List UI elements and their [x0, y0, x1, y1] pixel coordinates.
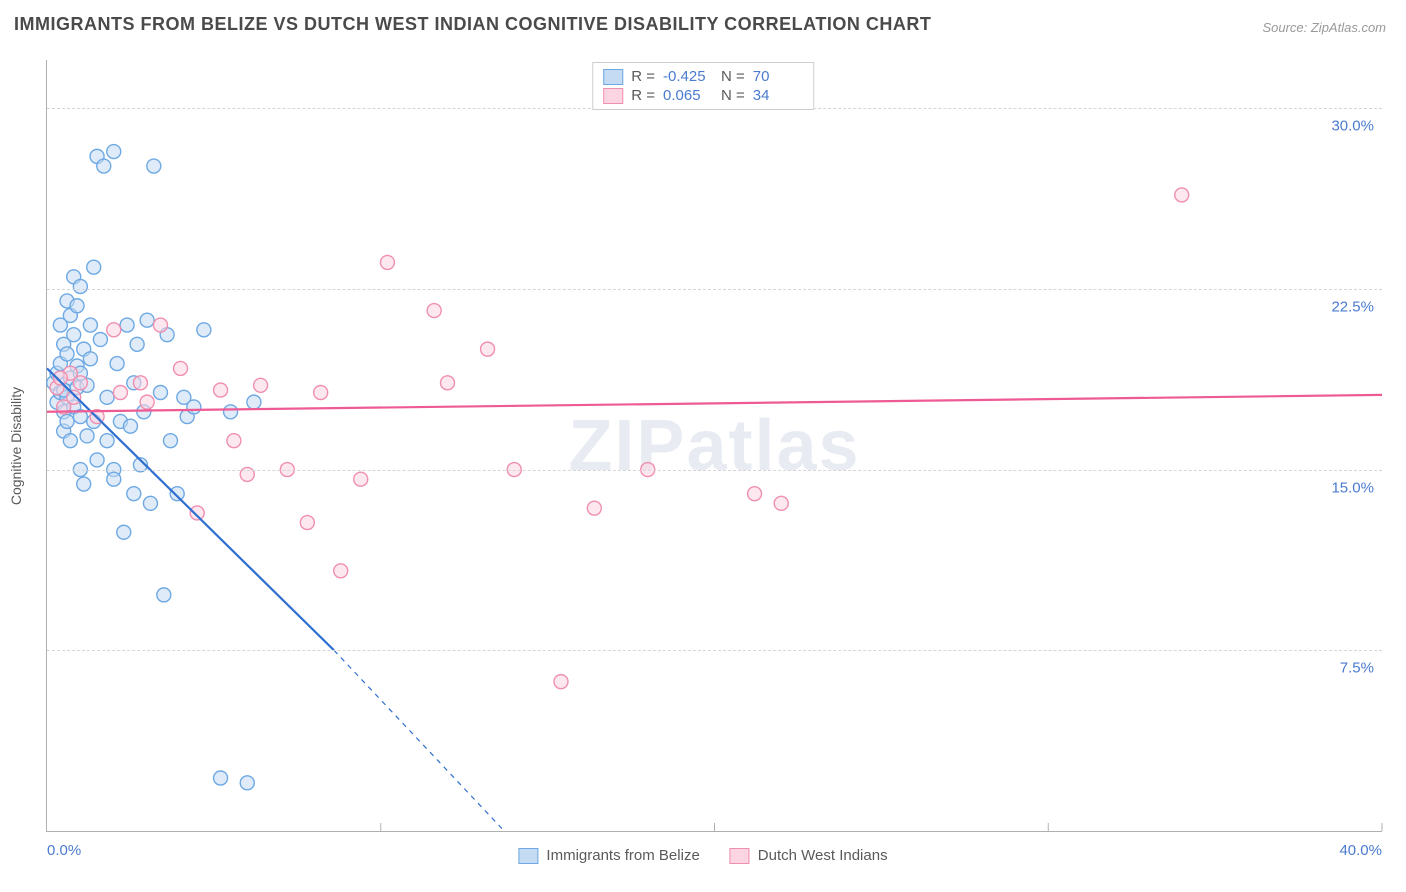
scatter-point [83, 318, 97, 332]
scatter-point [60, 347, 74, 361]
scatter-point [187, 400, 201, 414]
y-axis-label: Cognitive Disability [8, 387, 24, 505]
stats-row: R = 0.065 N = 34 [603, 86, 803, 105]
scatter-point [170, 487, 184, 501]
scatter-point [133, 376, 147, 390]
scatter-point [110, 357, 124, 371]
scatter-point [123, 419, 137, 433]
scatter-point [254, 378, 268, 392]
scatter-point [100, 390, 114, 404]
scatter-point [354, 472, 368, 486]
chart-title: IMMIGRANTS FROM BELIZE VS DUTCH WEST IND… [14, 14, 931, 35]
scatter-point [140, 313, 154, 327]
scatter-point [197, 323, 211, 337]
scatter-point [147, 159, 161, 173]
stat-r-label: R = [631, 87, 655, 104]
scatter-point [120, 318, 134, 332]
scatter-point [1175, 188, 1189, 202]
scatter-point [314, 385, 328, 399]
gridline-h [47, 650, 1382, 651]
scatter-point [748, 487, 762, 501]
scatter-point [190, 506, 204, 520]
scatter-point [214, 771, 228, 785]
legend-swatch [603, 88, 623, 104]
stat-n-value: 70 [753, 68, 803, 85]
scatter-point [70, 299, 84, 313]
plot-area: ZIPatlas 7.5%15.0%22.5%30.0%0.0%40.0% [46, 60, 1382, 832]
scatter-point [107, 145, 121, 159]
scatter-point [67, 328, 81, 342]
scatter-point [227, 434, 241, 448]
scatter-point [77, 477, 91, 491]
scatter-point [73, 376, 87, 390]
stat-r-value: -0.425 [663, 68, 713, 85]
y-tick-label: 22.5% [1331, 298, 1374, 315]
scatter-point [481, 342, 495, 356]
scatter-point [214, 383, 228, 397]
gridline-h [47, 470, 1382, 471]
chart-svg [47, 60, 1382, 831]
x-tick-label: 40.0% [1339, 842, 1382, 859]
scatter-point [157, 588, 171, 602]
stat-n-label: N = [721, 87, 745, 104]
scatter-point [80, 429, 94, 443]
scatter-point [240, 776, 254, 790]
scatter-point [67, 390, 81, 404]
scatter-point [113, 385, 127, 399]
scatter-point [140, 395, 154, 409]
scatter-point [247, 395, 261, 409]
scatter-point [153, 385, 167, 399]
scatter-point [117, 525, 131, 539]
scatter-point [63, 434, 77, 448]
stat-n-value: 34 [753, 87, 803, 104]
scatter-point [441, 376, 455, 390]
stats-legend: R = -0.425 N = 70 R = 0.065 N = 34 [592, 62, 814, 110]
legend-item: Immigrants from Belize [518, 847, 699, 864]
x-tick-label: 0.0% [47, 842, 81, 859]
scatter-point [60, 414, 74, 428]
source-attribution: Source: ZipAtlas.com [1262, 20, 1386, 35]
scatter-point [224, 405, 238, 419]
scatter-point [334, 564, 348, 578]
scatter-point [130, 337, 144, 351]
gridline-h [47, 289, 1382, 290]
stat-r-label: R = [631, 68, 655, 85]
scatter-point [300, 516, 314, 530]
scatter-point [174, 361, 188, 375]
legend-swatch [603, 69, 623, 85]
scatter-point [107, 472, 121, 486]
stat-n-label: N = [721, 68, 745, 85]
scatter-point [93, 332, 107, 346]
scatter-point [100, 434, 114, 448]
scatter-point [380, 255, 394, 269]
scatter-point [153, 318, 167, 332]
stats-row: R = -0.425 N = 70 [603, 67, 803, 86]
legend-swatch [518, 848, 538, 864]
trend-line-extrapolation [334, 650, 504, 831]
scatter-point [97, 159, 111, 173]
y-tick-label: 15.0% [1331, 479, 1374, 496]
scatter-point [90, 453, 104, 467]
series-legend: Immigrants from Belize Dutch West Indians [518, 847, 887, 864]
scatter-point [774, 496, 788, 510]
legend-item: Dutch West Indians [730, 847, 888, 864]
scatter-point [87, 260, 101, 274]
scatter-point [554, 675, 568, 689]
scatter-point [587, 501, 601, 515]
scatter-point [107, 323, 121, 337]
scatter-point [163, 434, 177, 448]
scatter-point [73, 279, 87, 293]
scatter-point [83, 352, 97, 366]
legend-label: Immigrants from Belize [546, 847, 699, 864]
y-tick-label: 30.0% [1331, 118, 1374, 135]
y-tick-label: 7.5% [1340, 660, 1374, 677]
scatter-point [427, 304, 441, 318]
scatter-point [53, 318, 67, 332]
stat-r-value: 0.065 [663, 87, 713, 104]
scatter-point [143, 496, 157, 510]
scatter-point [127, 487, 141, 501]
legend-label: Dutch West Indians [758, 847, 888, 864]
legend-swatch [730, 848, 750, 864]
